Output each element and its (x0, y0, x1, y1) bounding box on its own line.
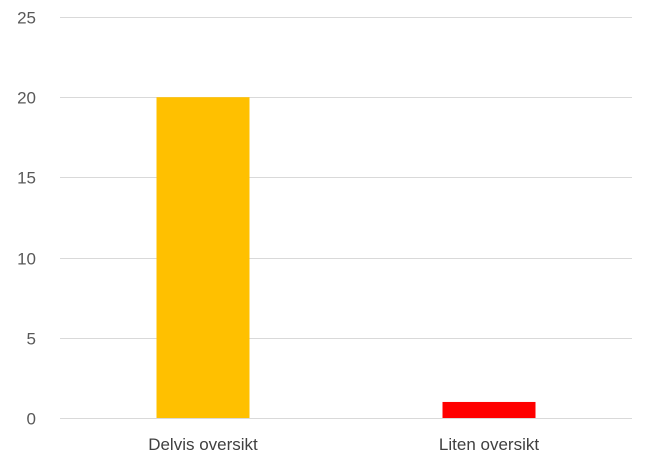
x-category-label: Liten oversikt (439, 435, 539, 454)
y-tick-label: 15 (17, 169, 36, 188)
y-tick-label: 20 (17, 89, 36, 108)
gridlines (60, 17, 632, 419)
x-axis-labels: Delvis oversikt Liten oversikt (148, 435, 539, 454)
bar (442, 401, 536, 418)
y-tick-label: 5 (27, 330, 36, 349)
bars (156, 97, 536, 418)
y-axis-ticks: 0 5 10 15 20 25 (17, 9, 36, 429)
y-tick-label: 10 (17, 250, 36, 269)
y-tick-label: 25 (17, 9, 36, 28)
bar (156, 97, 250, 418)
x-category-label: Delvis oversikt (148, 435, 258, 454)
y-tick-label: 0 (27, 410, 36, 429)
